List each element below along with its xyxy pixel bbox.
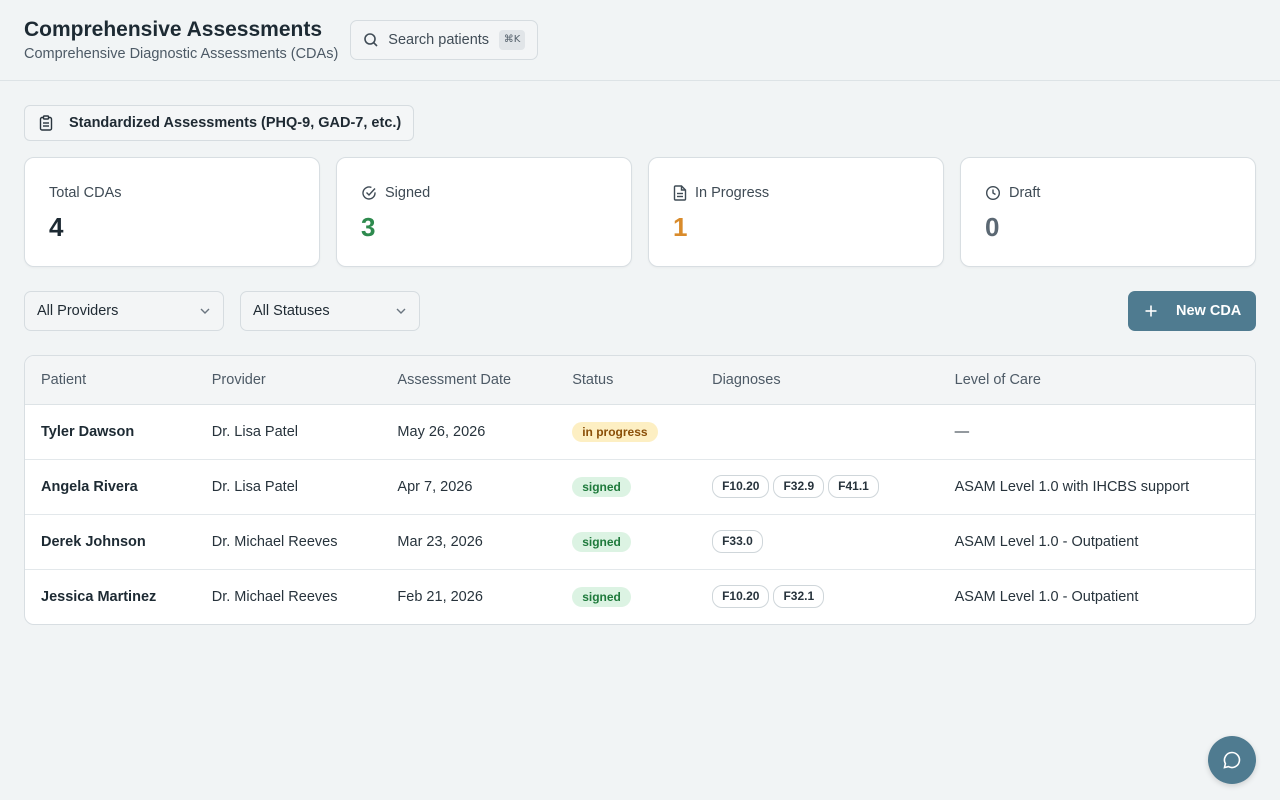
level-of-care: ASAM Level 1.0 - Outpatient [954, 533, 1139, 550]
status-badge: signed [572, 476, 631, 497]
stat-value: 1 [673, 212, 688, 242]
provider-name: Dr. Michael Reeves [211, 533, 338, 550]
stat-value: 3 [361, 212, 376, 242]
diagnoses-cell: F10.20 F32.9 F41.1 [696, 459, 939, 514]
title-block: Comprehensive Assessments Comprehensive … [24, 18, 338, 62]
search-icon [364, 33, 378, 47]
stat-label: Total CDAs [49, 184, 295, 202]
patient-name: Jessica Martinez [41, 588, 157, 605]
stat-label-text: Signed [385, 185, 431, 201]
level-of-care: ASAM Level 1.0 with IHCBS support [954, 478, 1190, 495]
new-cda-button[interactable]: New CDA [1128, 291, 1256, 331]
standardized-assessments-button[interactable]: Standardized Assessments (PHQ-9, GAD-7, … [24, 105, 415, 141]
stats-row: Total CDAs 4 Signed 3 In Progress [24, 157, 1256, 267]
diagnosis-chip: F32.1 [773, 585, 825, 609]
table-row[interactable]: Angela Rivera Dr. Lisa Patel Apr 7, 2026… [25, 459, 1255, 514]
column-header-provider[interactable]: Provider [211, 371, 266, 388]
clipboard-icon [39, 115, 53, 131]
assessment-date: Apr 7, 2026 [397, 478, 473, 495]
stat-card-draft: Draft 0 [960, 157, 1256, 267]
column-header-diagnoses[interactable]: Diagnoses [712, 371, 781, 388]
diagnosis-chip: F10.20 [712, 585, 770, 609]
diagnosis-chip: F10.20 [712, 475, 770, 498]
diagnoses-cell [696, 404, 939, 459]
table-row[interactable]: Derek Johnson Dr. Michael Reeves Mar 23,… [25, 514, 1255, 569]
provider-filter-select[interactable]: All Providers [24, 291, 224, 331]
diagnosis-chip: F32.9 [773, 475, 825, 498]
stat-label: In Progress [673, 184, 919, 202]
search-placeholder: Search patients [388, 32, 490, 48]
table-row[interactable]: Tyler Dawson Dr. Lisa Patel May 26, 2026… [25, 404, 1255, 459]
clock-icon [985, 185, 1001, 201]
stat-label-text: Draft [1009, 185, 1041, 201]
stat-value: 0 [985, 212, 1000, 242]
search-input[interactable]: Search patients ⌘K [350, 20, 539, 60]
stat-card-total: Total CDAs 4 [24, 157, 320, 267]
provider-name: Dr. Lisa Patel [211, 478, 298, 495]
stat-label-text: Total CDAs [49, 185, 122, 201]
status-filter-value: All Statuses [253, 303, 330, 319]
filter-toolbar: All Providers All Statuses New CDA [24, 291, 1256, 331]
status-cell: signed [556, 459, 696, 514]
status-badge: signed [572, 586, 631, 607]
assessment-date: Mar 23, 2026 [397, 533, 483, 550]
patient-name: Tyler Dawson [41, 423, 135, 440]
cda-table: Patient Provider Assessment Date Status … [24, 355, 1256, 625]
table-row[interactable]: Jessica Martinez Dr. Michael Reeves Feb … [25, 569, 1255, 624]
stat-card-in-progress: In Progress 1 [648, 157, 944, 267]
assessment-date: Feb 21, 2026 [397, 588, 483, 605]
patient-name: Angela Rivera [41, 478, 138, 495]
plus-icon [1145, 305, 1157, 317]
patient-name: Derek Johnson [41, 533, 146, 550]
diagnosis-chip: F33.0 [712, 530, 763, 553]
page-header: Comprehensive Assessments Comprehensive … [0, 0, 1280, 81]
table-header-row: Patient Provider Assessment Date Status … [25, 356, 1255, 404]
diagnosis-chip: F41.1 [828, 475, 879, 498]
level-of-care: — [954, 423, 970, 440]
standardized-assessments-label: Standardized Assessments (PHQ-9, GAD-7, … [69, 115, 402, 131]
provider-name: Dr. Lisa Patel [211, 423, 298, 440]
provider-filter-value: All Providers [37, 303, 119, 319]
main-content: Standardized Assessments (PHQ-9, GAD-7, … [0, 81, 1280, 625]
check-circle-icon [362, 186, 376, 200]
status-cell: in progress [556, 404, 696, 459]
provider-name: Dr. Michael Reeves [211, 588, 338, 605]
status-badge: in progress [572, 421, 658, 442]
stat-label: Draft [985, 184, 1231, 202]
document-icon [673, 185, 687, 201]
page-title: Comprehensive Assessments [24, 18, 323, 41]
stat-label: Signed [361, 184, 607, 202]
diagnoses-cell: F33.0 [696, 514, 939, 569]
status-cell: signed [556, 569, 696, 624]
status-badge: signed [572, 531, 631, 552]
stat-value: 4 [49, 212, 64, 242]
search-shortcut: ⌘K [498, 30, 526, 50]
new-cda-label: New CDA [1176, 303, 1242, 319]
diagnoses-cell: F10.20 F32.1 [696, 569, 939, 624]
stat-card-signed: Signed 3 [336, 157, 632, 267]
column-header-assessment-date[interactable]: Assessment Date [397, 371, 512, 388]
chevron-down-icon [396, 308, 406, 314]
stat-label-text: In Progress [695, 185, 770, 201]
level-of-care: ASAM Level 1.0 - Outpatient [954, 588, 1139, 605]
chat-button[interactable] [1208, 736, 1256, 784]
column-header-level-of-care[interactable]: Level of Care [954, 371, 1041, 388]
chevron-down-icon [200, 308, 210, 314]
chat-bubble-icon [1223, 751, 1241, 769]
status-cell: signed [556, 514, 696, 569]
column-header-status[interactable]: Status [572, 371, 614, 388]
assessment-date: May 26, 2026 [397, 423, 486, 440]
status-filter-select[interactable]: All Statuses [240, 291, 420, 331]
page-subtitle: Comprehensive Diagnostic Assessments (CD… [24, 46, 339, 62]
column-header-patient[interactable]: Patient [41, 371, 87, 388]
